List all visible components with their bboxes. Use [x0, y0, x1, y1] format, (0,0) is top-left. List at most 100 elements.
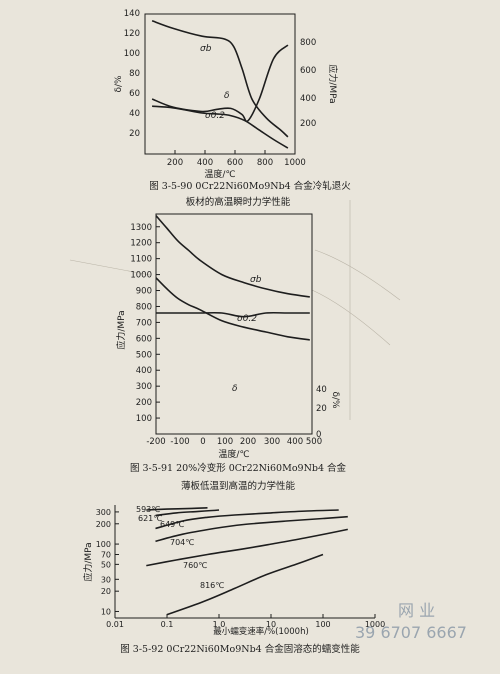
fig2-y-left-tick-label: 900	[136, 287, 152, 297]
fig1-series-label-sigma-b: σb	[200, 44, 212, 54]
fig1-x-tick-label: 400	[197, 158, 213, 168]
fig2-series-line	[156, 311, 310, 318]
bleed-line	[69, 259, 151, 276]
fig3-series-line	[155, 515, 348, 543]
watermark-line2: 39 6707 6667	[355, 623, 467, 642]
fig3-series-label-593: 593℃	[136, 505, 160, 514]
fig2-caption-line2: 薄板低温到高温的力学性能	[181, 480, 296, 492]
fig3-series-line	[146, 528, 348, 567]
fig1-y-left-tick-label: 20	[129, 129, 140, 139]
fig2-x-axis-label: 温度/℃	[218, 448, 249, 460]
fig2-x-ticks: -200 -100 0 100 200 300 400 500	[146, 437, 322, 447]
fig2-x-tick-label: 400	[287, 437, 303, 447]
fig3-y-tick-label: 300	[96, 508, 111, 517]
fig3-y-axis-label: 应力/MPa	[82, 542, 94, 581]
fig2-y-left-tick-label: 500	[136, 350, 152, 360]
fig3-x-ticks: 0.01 0.1 1.0 10 100 1000	[106, 614, 385, 629]
fig1-x-tick-label: 200	[167, 158, 183, 168]
fig3-x-tick-label: 10	[266, 620, 276, 629]
fig3-y-tick-label: 20	[101, 587, 111, 596]
fig1-y-left-tick-label: 140	[124, 9, 140, 19]
fig2-y-left-tick-label: 700	[136, 318, 152, 328]
fig1-y-right-tick-label: 400	[300, 94, 316, 104]
fig2-caption-line1: 图 3-5-91 20%冷变形 0Cr22Ni60Mo9Nb4 合金	[130, 462, 347, 474]
fig2-y-left-tick-label: 1000	[130, 271, 152, 281]
fig1-series-label-sigma-02: σ0.2	[205, 111, 225, 121]
fig3-x-tick-label: 0.1	[161, 620, 174, 629]
fig2-series-label-sigma-02: σ0.2	[237, 314, 257, 324]
fig3-series-label-704: 704℃	[170, 538, 194, 547]
fig2-series-group	[155, 215, 310, 341]
fig3-x-axis-label: 最小蠕变速率/%(1000h)	[213, 626, 309, 637]
fig1-y-left-tick-label: 120	[124, 29, 140, 39]
fig1-y-left-tick-label: 60	[129, 89, 140, 99]
fig1-y-left-tick-label: 100	[124, 49, 140, 59]
fig3-y-tick-label: 10	[101, 607, 111, 616]
fig3-series-label-621: 621℃	[138, 514, 162, 523]
fig2-y-left-tick-label: 600	[136, 334, 152, 344]
bleed-line	[311, 289, 391, 346]
fig1-y-right-tick-label: 600	[300, 66, 316, 76]
fig2-y-right-tick-label: 0	[316, 430, 321, 440]
fig2-x-tick-label: 200	[240, 437, 256, 447]
fig2-x-tick-label: 300	[264, 437, 280, 447]
fig3-y-tick-label: 70	[101, 551, 111, 560]
figure-3-5-91: -200 -100 0 100 200 300 400 500 温度/℃ 100…	[115, 213, 347, 492]
fig2-y-right-label: δ/%	[330, 391, 340, 409]
fig3-x-tick-label: 0.01	[106, 620, 124, 629]
fig3-series-line	[166, 553, 324, 616]
fig1-series-line	[152, 105, 289, 149]
fig3-caption: 图 3-5-92 0Cr22Ni60Mo9Nb4 合金固溶态的蠕变性能	[120, 643, 360, 655]
fig1-caption-line1: 图 3-5-90 0Cr22Ni60Mo9Nb4 合金冷轧退火	[149, 180, 351, 192]
fig2-x-tick-label: 100	[217, 437, 233, 447]
fig3-series-label-816: 816℃	[200, 581, 224, 590]
fig3-series-line	[155, 509, 339, 530]
fig3-series-line	[155, 509, 220, 517]
fig1-x-tick-label: 600	[227, 158, 243, 168]
fig2-series-label-delta: δ	[232, 384, 238, 394]
fig2-series-label-sigma-b: σb	[250, 275, 262, 285]
fig1-x-tick-label: 1000	[284, 158, 306, 168]
fig1-caption-line2: 板材的高温瞬时力学性能	[186, 196, 291, 208]
fig2-x-tick-label: 0	[200, 437, 205, 447]
fig3-series-label-649: 649℃	[160, 520, 184, 529]
fig3-y-tick-label: 30	[101, 575, 111, 584]
fig2-y-left-label: 应力/MPa	[115, 310, 127, 349]
fig1-y-right-tick-label: 800	[300, 38, 316, 48]
fig2-y-left-tick-label: 300	[136, 382, 152, 392]
fig3-x-tick-label: 1000	[365, 620, 385, 629]
fig1-y-right-label: 应力/MPa	[327, 64, 339, 103]
fig1-y-right-ticks: 200 400 600 800	[300, 38, 316, 129]
fig2-y-left-tick-label: 800	[136, 302, 152, 312]
fig2-x-tick-label: -100	[170, 437, 189, 447]
fig1-y-left-ticks: 20 40 60 80 100 120 140	[124, 9, 140, 139]
fig2-y-left-tick-label: 400	[136, 366, 152, 376]
fig1-series-line	[151, 44, 289, 123]
fig3-x-tick-label: 100	[315, 620, 330, 629]
fig3-y-tick-label: 100	[96, 540, 111, 549]
fig1-y-left-tick-label: 80	[129, 69, 140, 79]
fig2-y-left-tick-label: 1200	[130, 239, 152, 249]
fig2-y-right-tick-label: 40	[316, 385, 327, 395]
bleed-through-lines	[69, 200, 401, 420]
fig2-y-right-tick-label: 20	[316, 404, 327, 414]
fig2-series-line	[155, 277, 310, 341]
figure-3-5-90: 200 400 600 800 1000 温度/℃ 20 40 60 80 10…	[114, 9, 351, 208]
figure-3-5-92: 0.01 0.1 1.0 10 100 1000 最小蠕变速率/%(1000h) 10 20…	[82, 505, 385, 655]
watermark-line1: 网 业	[398, 601, 435, 620]
fig3-y-tick-label: 50	[101, 560, 111, 569]
fig3-x-tick-label: 1.0	[213, 620, 226, 629]
fig2-x-tick-label: 500	[306, 437, 322, 447]
fig2-y-left-tick-label: 1100	[130, 255, 152, 265]
fig3-series-line	[146, 507, 208, 511]
fig3-y-tick-label: 200	[96, 520, 111, 529]
fig1-series-label-delta: δ	[224, 91, 230, 101]
fig2-y-left-tick-label: 200	[136, 398, 152, 408]
fig2-y-right-ticks: 0 20 40	[316, 385, 327, 440]
bleed-line	[314, 249, 401, 301]
fig1-y-left-label: δ/%	[114, 75, 124, 93]
fig2-y-left-ticks: 100 200 300 400 500 600 700 800 900 1000 1100 1200 1…	[130, 223, 160, 424]
